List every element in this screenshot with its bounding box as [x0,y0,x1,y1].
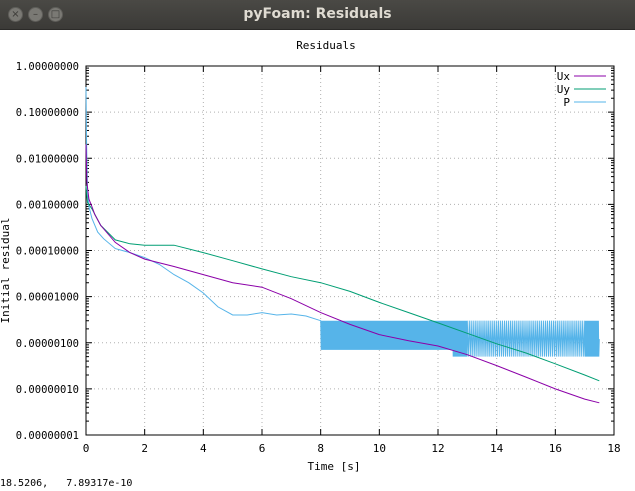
window-title: pyFoam: Residuals [243,6,392,22]
y-tick-label: 0.10000000 [16,107,79,119]
y-tick-label: 0.01000000 [16,153,79,165]
series-lines [85,86,600,404]
plot-area[interactable]: 0 2 4 6 8 10 12 14 16 18 1.00000000 0.10000000 0.01… [0,30,635,487]
series-line-p [85,86,600,357]
close-window-button[interactable]: × [8,7,23,22]
maximize-window-button[interactable]: □ [48,7,63,22]
x-tick-label: 14 [490,442,504,455]
x-tick-label: 4 [200,442,207,455]
series-line-uy [85,185,600,382]
legend-label-uy: Uy [557,83,571,96]
window-titlebar[interactable]: × – □ pyFoam: Residuals [0,0,635,30]
close-icon: × [11,9,20,20]
minimize-window-button[interactable]: – [28,7,43,22]
x-tick-label: 0 [83,442,90,455]
y-axis-ticks: 1.00000000 0.10000000 0.01000000 0.00100000… [16,61,614,442]
series-line-ux [85,144,600,404]
residuals-chart: 0 2 4 6 8 10 12 14 16 18 1.00000000 0.10000000 0.01… [0,39,621,473]
y-tick-label: 0.00100000 [16,199,79,211]
y-tick-label: 0.00010000 [16,246,79,258]
x-axis-label: Time [s] [308,460,361,473]
x-tick-label: 6 [259,442,266,455]
cursor-coordinates: 18.5206, 7.89317e-10 [0,478,133,489]
grid-lines [86,66,614,435]
x-tick-label: 16 [549,442,562,455]
y-tick-label: 0.00001000 [16,292,79,304]
y-tick-label: 0.00000001 [16,430,79,442]
y-tick-label: 0.00000100 [16,338,79,350]
chart-title: Residuals [296,39,356,52]
x-axis-ticks: 0 2 4 6 8 10 12 14 16 18 [83,66,621,455]
x-tick-label: 8 [317,442,324,455]
y-tick-label: 0.00000010 [16,384,79,396]
legend-label-p: P [563,96,570,109]
minimize-icon: – [33,9,38,20]
x-tick-label: 12 [431,442,444,455]
x-tick-label: 18 [607,442,620,455]
maximize-icon: □ [50,9,61,20]
y-tick-label: 1.00000000 [16,61,79,73]
x-tick-label: 2 [141,442,148,455]
legend-label-ux: Ux [557,70,571,83]
x-tick-label: 10 [373,442,386,455]
y-axis-label: Initial residual [0,218,12,324]
